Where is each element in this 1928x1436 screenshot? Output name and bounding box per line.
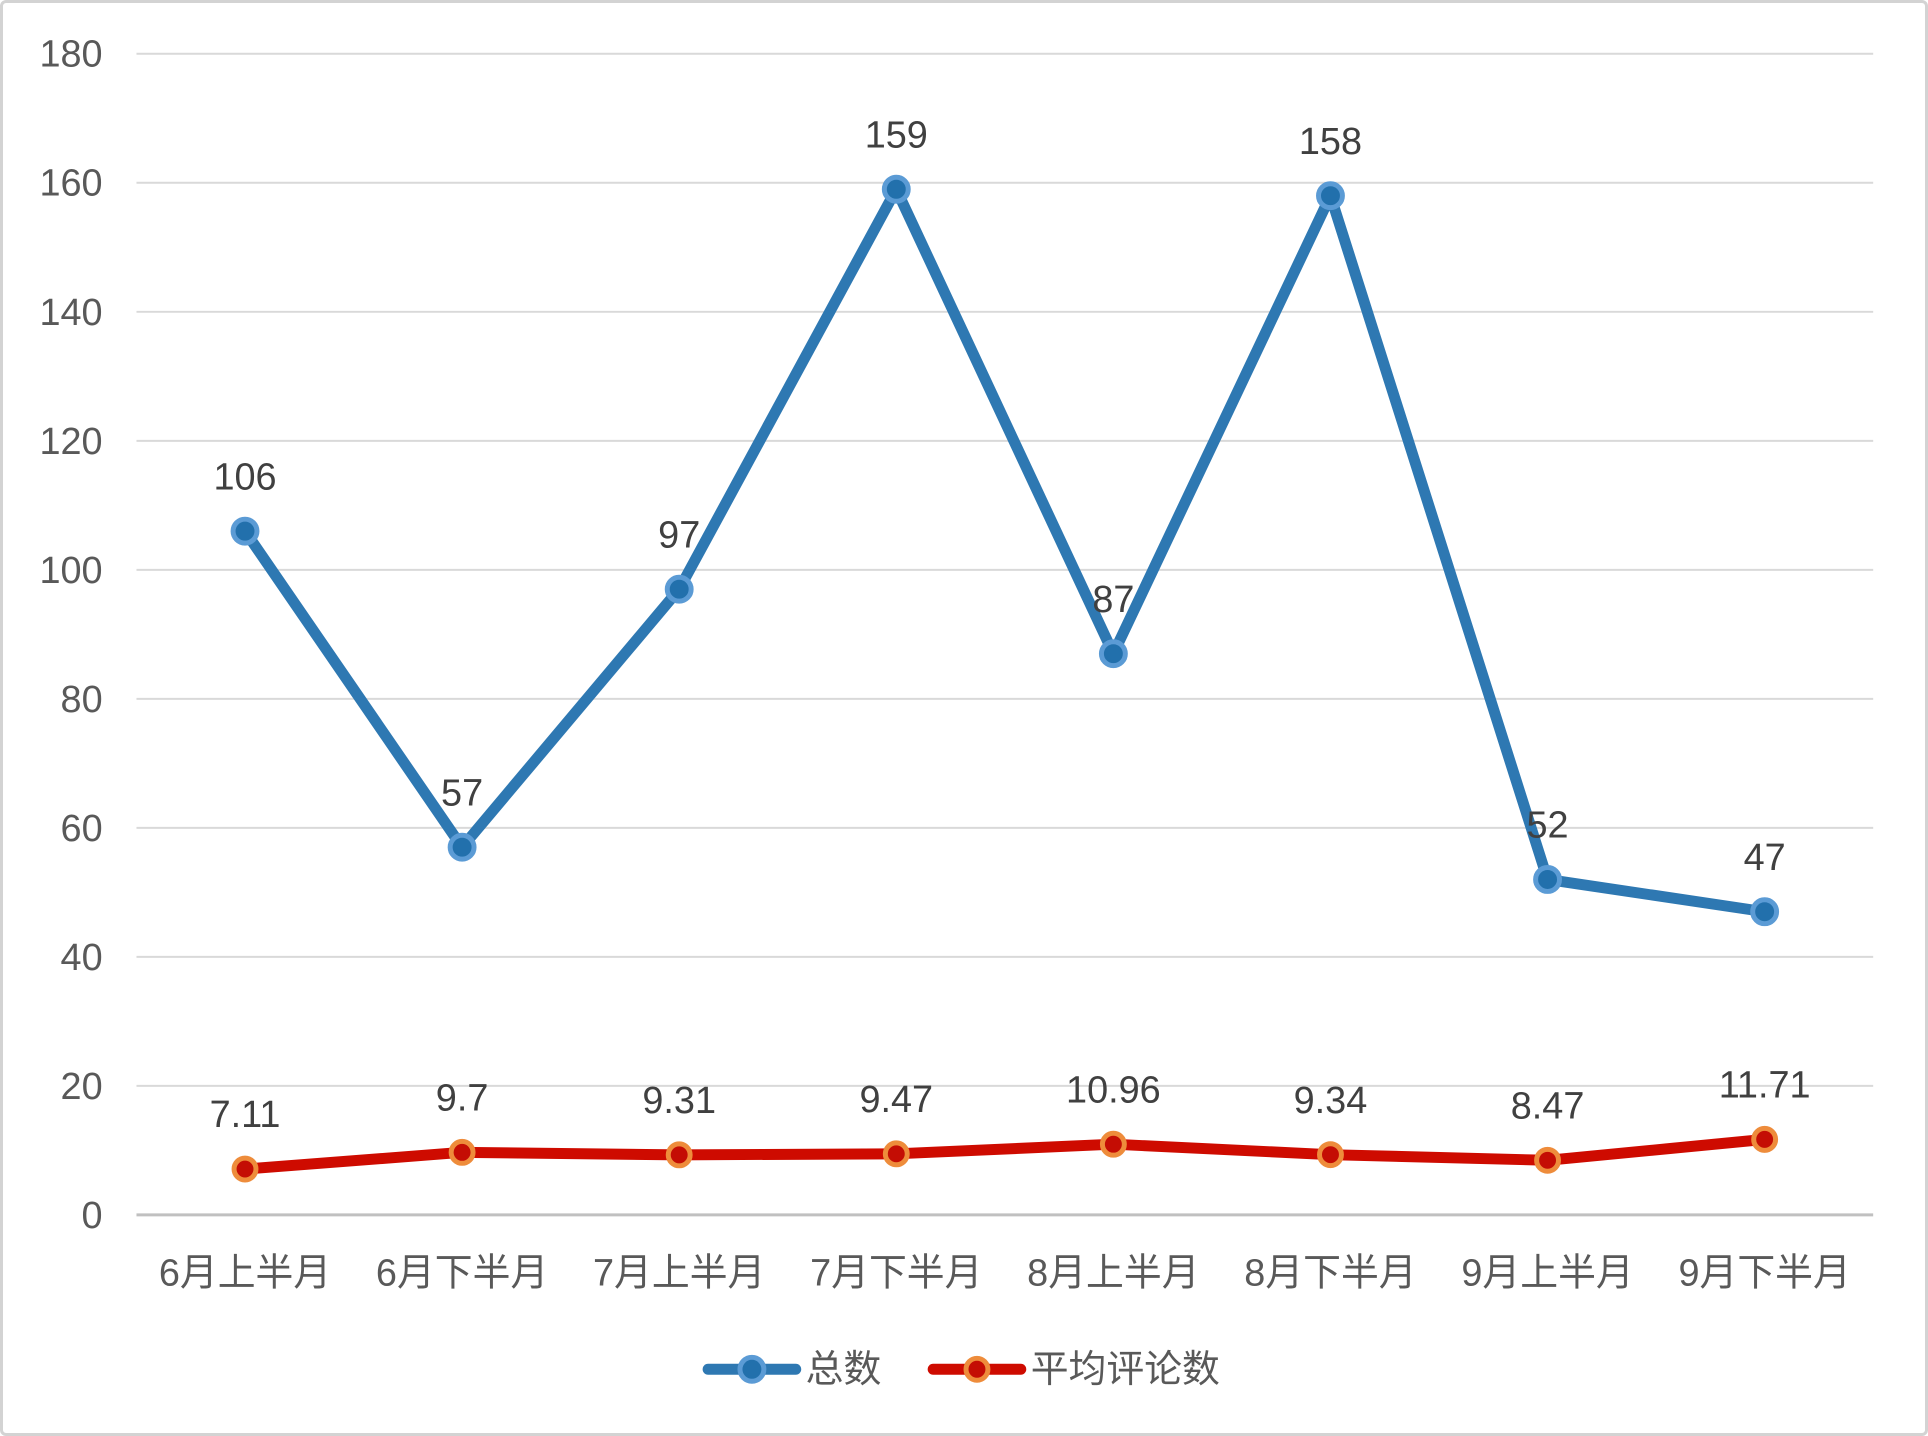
y-axis-tick-label: 120: [39, 421, 102, 463]
gridlines: [136, 52, 1874, 1217]
data-point-label: 9.34: [1294, 1080, 1368, 1122]
series-1: 7.11 9.7 9.31 9.47 10.96 9.34 8.47 11.71: [210, 1065, 1811, 1183]
series-line: [239, 183, 1771, 918]
x-axis-category-label: 6月下半月: [376, 1253, 548, 1295]
data-point-marker: [664, 574, 694, 604]
data-point-marker: [1534, 1146, 1561, 1174]
data-point-marker: [1751, 1125, 1779, 1153]
legend-item: 总数: [702, 1349, 882, 1391]
y-axis-tick-label: 80: [61, 679, 103, 721]
data-point-marker: [230, 516, 260, 546]
y-axis-tick-label: 40: [61, 937, 103, 979]
data-point-marker: [1316, 181, 1345, 211]
series-0: 106 57 97 159 87 158 52 47: [213, 114, 1786, 927]
y-axis-tick-label: 140: [39, 292, 102, 334]
data-point-marker: [1533, 865, 1562, 894]
y-axis-tick-label: 100: [39, 550, 102, 592]
y-axis-tick-label: 180: [39, 34, 102, 76]
data-point-label: 47: [1744, 837, 1786, 879]
data-point-label: 9.31: [642, 1080, 716, 1122]
data-point-label: 8.47: [1511, 1085, 1585, 1127]
data-point-marker: [1099, 1130, 1127, 1158]
data-point-marker: [881, 174, 911, 204]
data-point-marker: [448, 1138, 476, 1166]
data-point-marker: [231, 1155, 259, 1183]
y-axis-tick-label: 0: [82, 1195, 103, 1237]
legend-marker-icon: [737, 1354, 767, 1384]
x-axis-category-label: 9月下半月: [1678, 1253, 1850, 1295]
data-point-label: 159: [865, 114, 928, 156]
data-point-label: 87: [1092, 579, 1134, 621]
x-axis-category-label: 8月上半月: [1027, 1253, 1199, 1295]
data-point-label: 52: [1527, 805, 1569, 847]
legend-label: 平均评论数: [1031, 1349, 1220, 1391]
data-point-label: 7.11: [210, 1094, 281, 1136]
legend: 总数 平均评论数: [702, 1349, 1220, 1391]
y-axis-tick-label: 160: [39, 163, 102, 205]
y-axis: 180 160 140 120 100 80 60 40 20 0: [39, 34, 102, 1237]
x-axis: 6月上半月 6月下半月 7月上半月 7月下半月 8月上半月 8月下半月 9月上半月 9月下半月: [159, 1253, 1851, 1295]
data-point-marker: [1317, 1141, 1344, 1169]
data-point-marker: [665, 1141, 693, 1169]
legend-label: 总数: [806, 1349, 882, 1391]
data-point-label: 97: [658, 514, 700, 556]
x-axis-category-label: 7月下半月: [810, 1253, 982, 1295]
x-axis-category-label: 9月上半月: [1461, 1253, 1633, 1295]
data-point-label: 106: [213, 456, 276, 498]
data-point-marker: [882, 1140, 910, 1168]
data-point-label: 10.96: [1066, 1069, 1161, 1111]
x-axis-category-label: 8月下半月: [1244, 1253, 1416, 1295]
y-axis-tick-label: 20: [61, 1066, 103, 1108]
legend-item: 平均评论数: [927, 1349, 1220, 1391]
data-point-marker: [1098, 639, 1128, 669]
x-axis-category-label: 6月上半月: [159, 1253, 331, 1295]
x-axis-category-label: 7月上半月: [593, 1253, 765, 1295]
y-axis-tick-label: 60: [61, 808, 103, 850]
legend-marker-icon: [963, 1355, 991, 1383]
data-point-label: 9.7: [436, 1078, 489, 1120]
data-point-label: 9.47: [859, 1079, 933, 1121]
data-point-marker: [447, 832, 477, 862]
data-point-label: 57: [441, 772, 483, 814]
data-point-label: 158: [1299, 121, 1362, 163]
data-point-marker: [1750, 897, 1780, 927]
series-line: [239, 1133, 1771, 1175]
line-chart: 180 160 140 120 100 80 60 40 20 0 6月上半月 6月下半月 7月上半月 7…: [39, 34, 1874, 1391]
data-point-label: 11.71: [1719, 1065, 1811, 1107]
